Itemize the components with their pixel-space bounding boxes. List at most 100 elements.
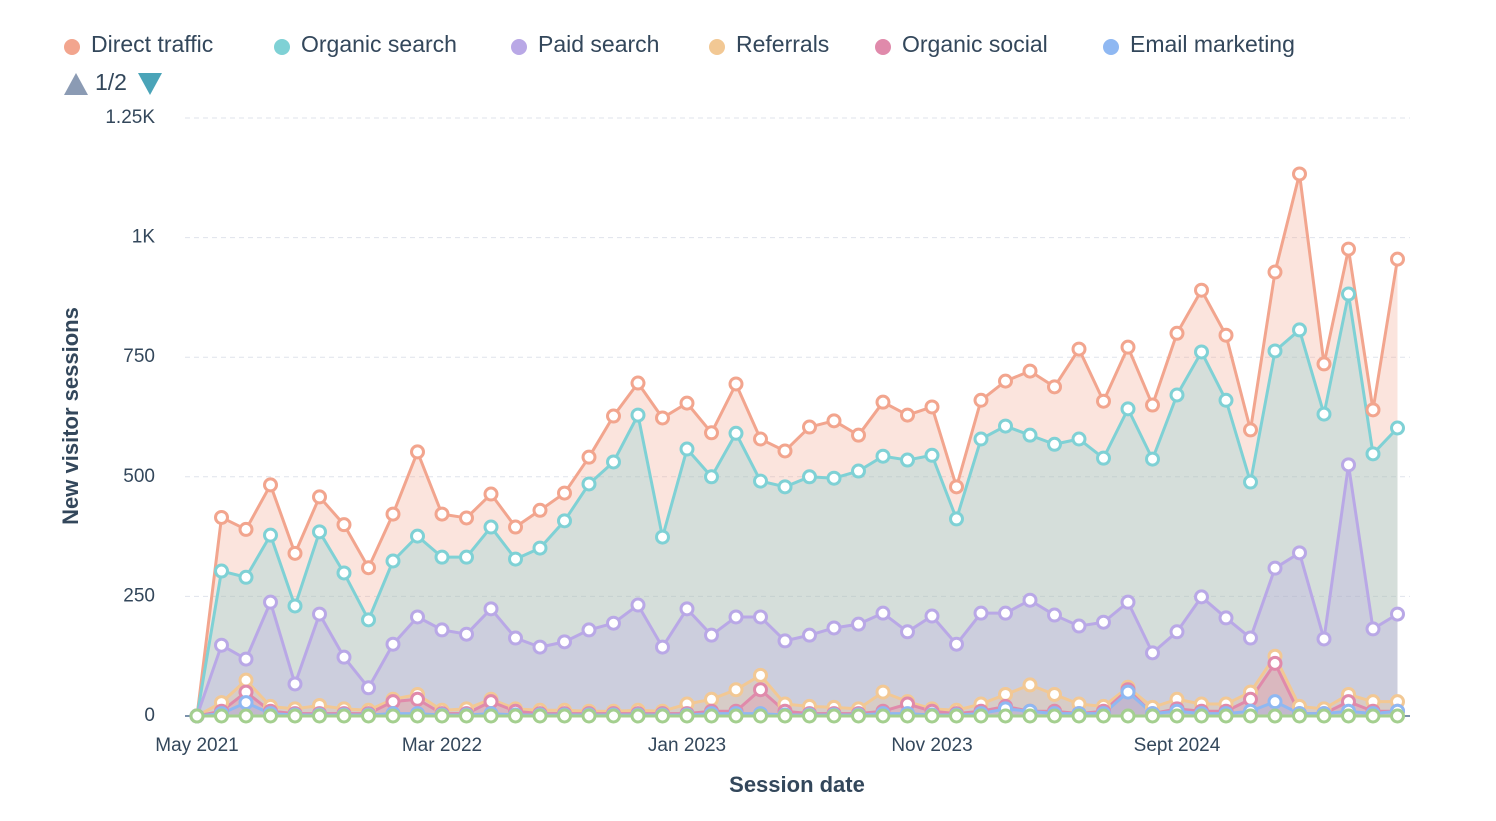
marker: [753, 708, 768, 724]
marker: [581, 449, 597, 465]
marker: [1218, 392, 1234, 408]
marker: [826, 708, 842, 724]
marker: [1292, 708, 1307, 724]
marker: [728, 609, 744, 625]
marker: [973, 431, 989, 447]
marker: [679, 441, 695, 457]
legend-swatch: [709, 39, 725, 55]
marker: [214, 708, 229, 724]
marker: [949, 708, 964, 724]
marker: [1390, 606, 1405, 622]
marker: [1365, 621, 1381, 637]
x-tick-label: Mar 2022: [402, 735, 482, 756]
marker: [1047, 708, 1062, 724]
legend-next[interactable]: [138, 73, 162, 95]
marker: [826, 470, 842, 486]
marker: [238, 569, 254, 585]
marker: [851, 708, 866, 724]
marker: [924, 399, 940, 415]
legend-prev[interactable]: [64, 73, 88, 95]
marker: [704, 627, 719, 643]
marker: [508, 708, 523, 724]
marker: [1292, 322, 1307, 338]
legend-label: Referrals: [736, 31, 829, 57]
marker: [459, 708, 474, 724]
marker: [1341, 286, 1356, 302]
marker: [410, 708, 425, 724]
marker: [312, 606, 327, 622]
marker: [973, 605, 989, 621]
marker: [630, 407, 646, 423]
marker: [973, 708, 989, 724]
marker: [483, 708, 499, 724]
marker: [385, 694, 401, 710]
marker: [1365, 708, 1381, 724]
marker: [900, 452, 915, 468]
marker: [655, 410, 670, 426]
marker: [1316, 631, 1332, 647]
y-tick-label: 0: [144, 705, 155, 726]
marker: [704, 469, 719, 485]
marker: [312, 524, 327, 540]
marker: [1267, 264, 1283, 280]
marker: [1145, 397, 1160, 413]
marker: [900, 708, 915, 724]
y-tick-label: 1.25K: [105, 107, 155, 128]
marker: [1169, 387, 1185, 403]
marker: [949, 511, 964, 527]
marker: [1316, 356, 1332, 372]
marker: [287, 708, 303, 724]
marker: [361, 612, 376, 628]
y-tick-label: 750: [123, 346, 155, 367]
marker: [924, 708, 940, 724]
y-tick-label: 250: [123, 585, 155, 606]
marker: [1365, 402, 1381, 418]
marker: [875, 708, 891, 724]
marker: [1145, 451, 1160, 467]
marker: [1022, 677, 1038, 693]
marker: [1096, 708, 1111, 724]
marker: [1218, 708, 1234, 724]
marker: [238, 672, 254, 688]
marker: [802, 419, 817, 435]
marker: [1194, 282, 1209, 298]
marker: [1022, 708, 1038, 724]
marker: [1243, 422, 1258, 438]
marker: [410, 444, 425, 460]
marker: [508, 630, 523, 646]
x-axis-title: Session date: [729, 772, 865, 797]
marker: [1267, 560, 1283, 576]
marker: [238, 651, 254, 667]
marker: [214, 563, 229, 579]
marker: [606, 708, 621, 724]
x-tick-label: May 2021: [155, 735, 238, 756]
marker: [777, 708, 793, 724]
marker: [1267, 708, 1283, 724]
marker: [679, 708, 695, 724]
marker: [1243, 474, 1258, 490]
marker: [606, 454, 621, 470]
marker: [508, 551, 523, 567]
marker: [336, 708, 352, 724]
marker: [581, 622, 597, 638]
marker: [1243, 708, 1258, 724]
marker: [998, 373, 1013, 389]
marker: [973, 392, 989, 408]
marker: [655, 639, 670, 655]
marker: [1292, 545, 1307, 561]
marker: [532, 540, 548, 556]
marker: [459, 626, 474, 642]
legend-swatch: [1103, 39, 1119, 55]
marker: [361, 560, 376, 576]
marker: [1071, 341, 1087, 357]
marker: [1145, 708, 1160, 724]
marker: [753, 667, 768, 683]
marker: [287, 676, 303, 692]
marker: [312, 489, 327, 505]
marker: [1292, 166, 1307, 182]
marker: [949, 636, 964, 652]
marker: [606, 615, 621, 631]
marker: [581, 708, 597, 724]
legend-swatch: [274, 39, 290, 55]
